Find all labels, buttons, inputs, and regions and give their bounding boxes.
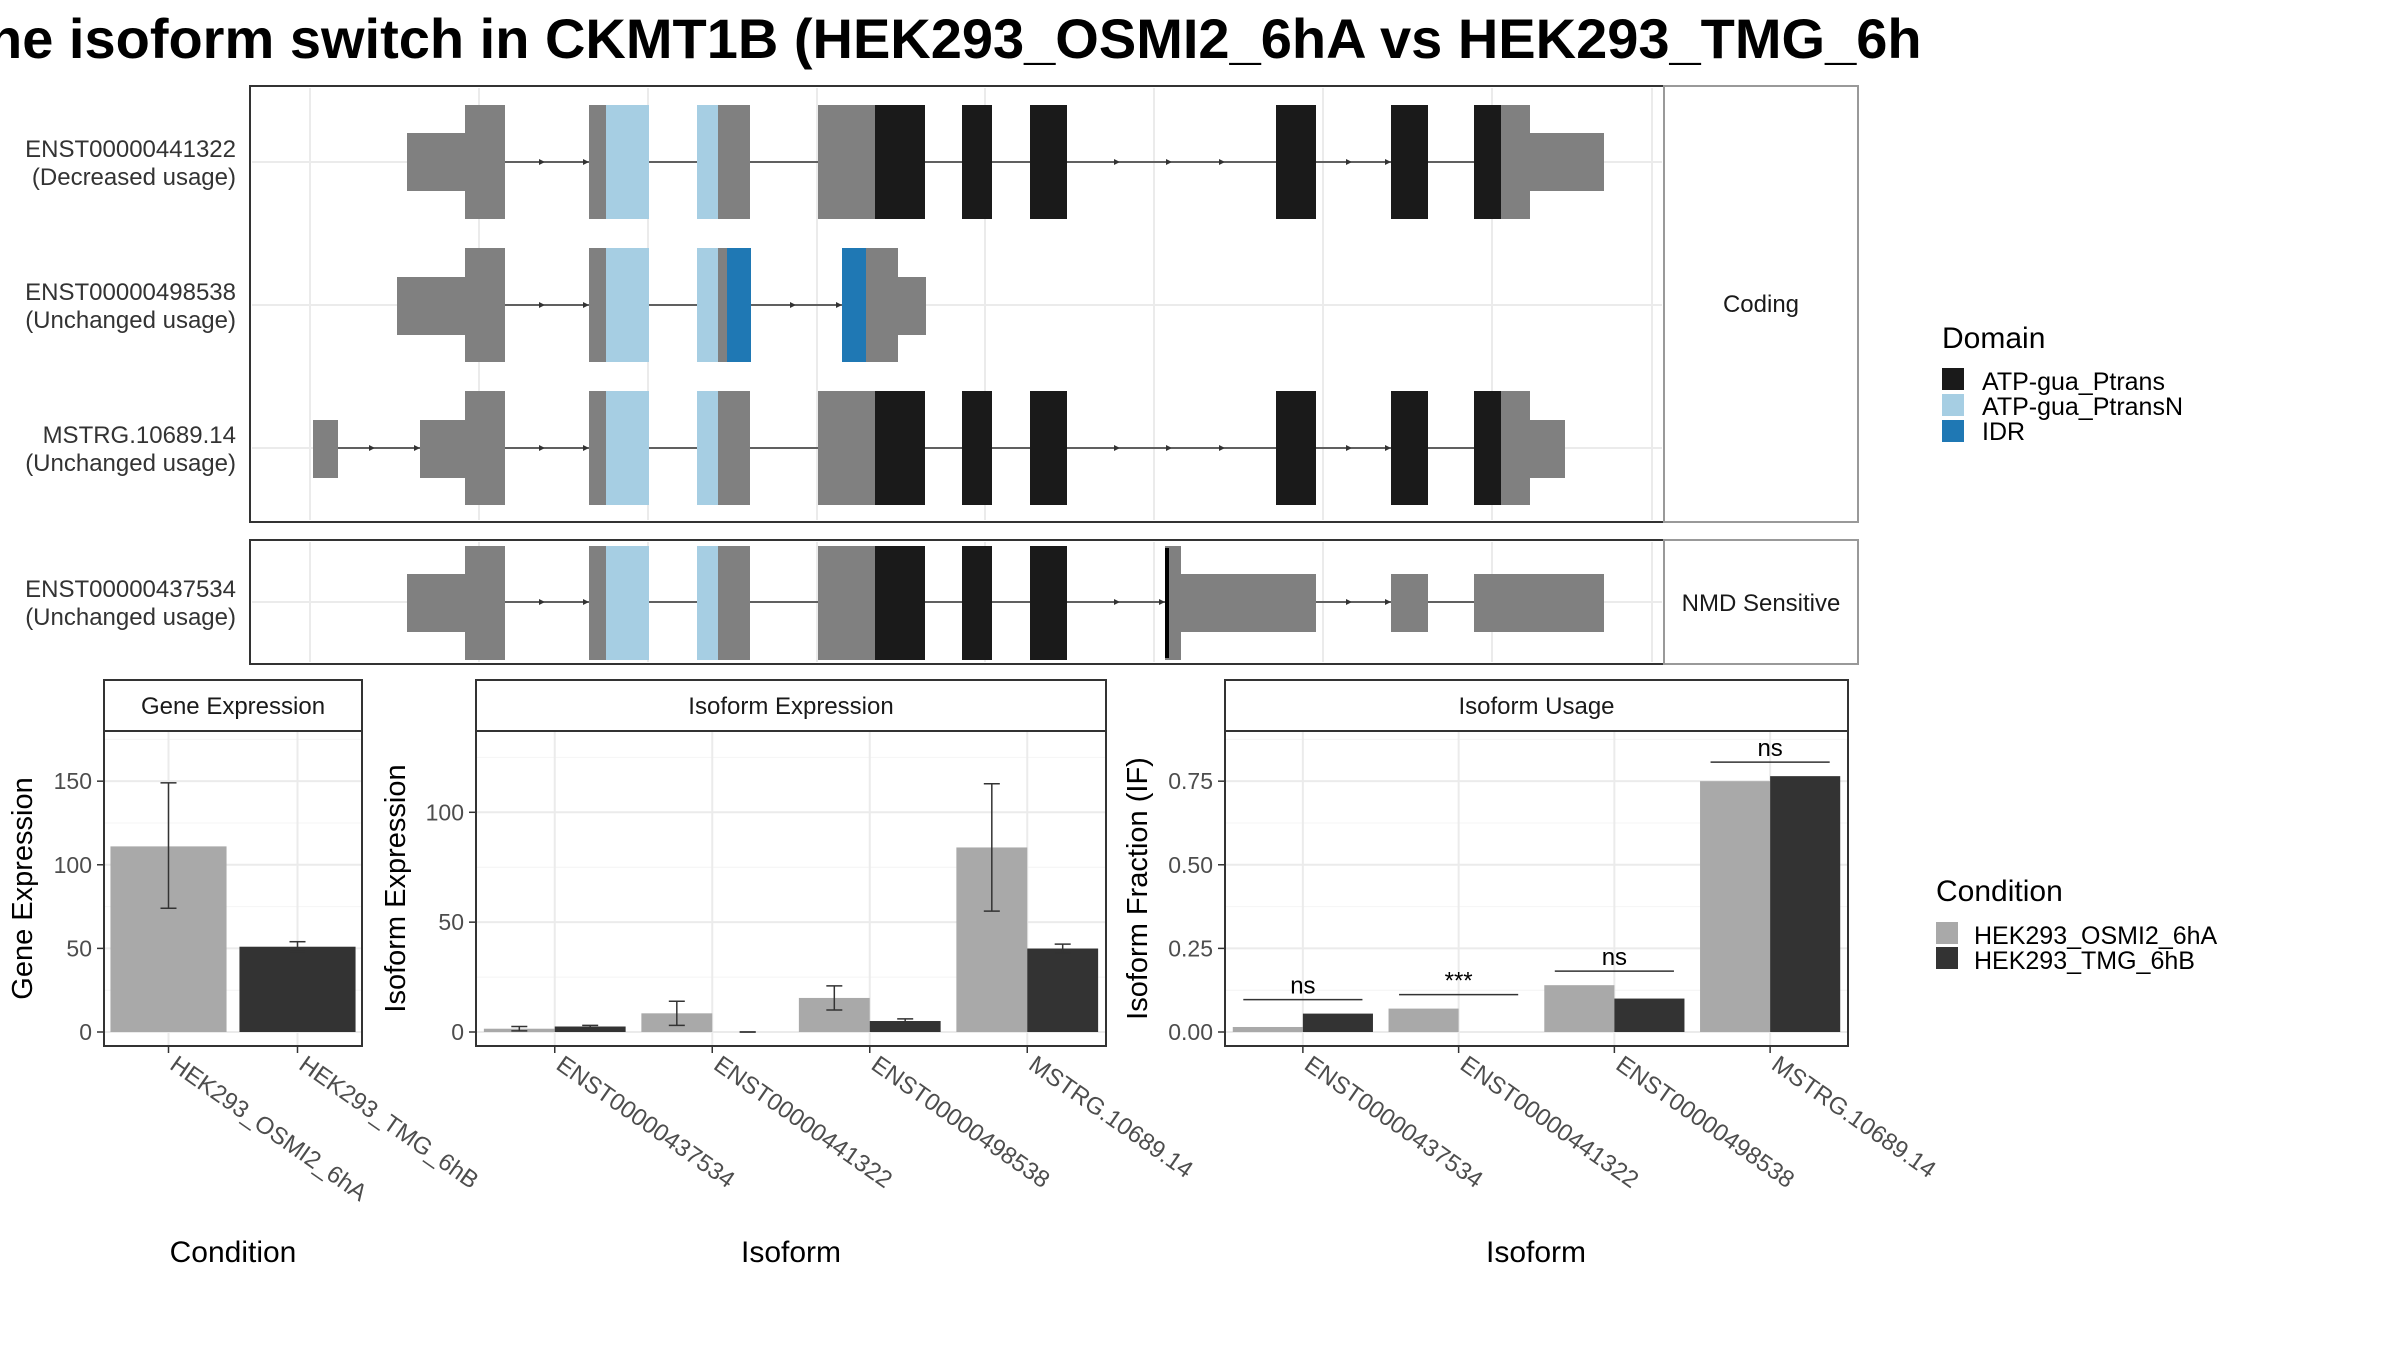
legend-label: ATP-gua_PtransN <box>1982 393 2183 421</box>
bar <box>1388 1008 1459 1032</box>
bar <box>1614 998 1685 1032</box>
figure-title: ne isoform switch in CKMT1B (HEK293_OSMI… <box>0 7 1922 70</box>
bar <box>554 1026 626 1032</box>
y-tick-label: 150 <box>54 768 92 794</box>
y-tick-label: 50 <box>66 935 92 961</box>
isoform-structure-panel: Coding NMD Sensitive ENST00000441322 (De… <box>25 85 1859 665</box>
transcript-labels: ENST00000441322 (Decreased usage) ENST00… <box>25 136 236 631</box>
bar <box>1302 1013 1373 1032</box>
y-tick-label: 0 <box>79 1019 92 1045</box>
plot-frame <box>475 730 1107 1047</box>
y-tick-label: 50 <box>438 909 464 935</box>
coding-facet-label: Coding <box>1723 291 1799 318</box>
intron-arrows <box>369 159 1391 605</box>
domain-legend: Domain ATP-gua_Ptrans ATP-gua_PtransN ID… <box>1942 322 2183 446</box>
transcript-usage: (Decreased usage) <box>32 164 236 191</box>
domain-legend-title: Domain <box>1942 322 2045 355</box>
panel-strip <box>1224 679 1849 732</box>
transcript-usage: (Unchanged usage) <box>25 450 236 477</box>
coding-facet-strip <box>1663 85 1859 523</box>
nmd-facet-label: NMD Sensitive <box>1682 590 1841 617</box>
bar <box>1232 1026 1303 1032</box>
transcript-id: ENST00000441322 <box>25 136 236 163</box>
legend-swatch <box>1942 368 1964 390</box>
transcript-id: ENST00000498538 <box>25 279 236 306</box>
x-tick-label: MSTRG.10689.14 <box>1767 1051 1941 1184</box>
legend-label: HEK293_TMG_6hB <box>1974 947 2195 975</box>
significance-label: ns <box>1290 973 1315 1000</box>
legend-label: ATP-gua_Ptrans <box>1982 368 2165 396</box>
bar <box>869 1021 941 1032</box>
significance-label: *** <box>1445 968 1473 995</box>
y-tick-label: 0.75 <box>1168 768 1213 794</box>
legend-swatch <box>1936 922 1958 944</box>
panel-strip <box>103 679 363 732</box>
significance-label: ns <box>1602 944 1627 971</box>
transcript-usage: (Unchanged usage) <box>25 604 236 631</box>
plot-frame <box>1224 730 1849 1047</box>
panel-strip-title: Isoform Expression <box>688 693 893 720</box>
gene-expression-chart: Gene Expression050100150HEK293_OSMI2_6hA… <box>7 679 483 1269</box>
bar <box>1770 776 1841 1032</box>
nmd-facet-strip <box>1663 539 1859 665</box>
x-axis-title: Isoform <box>741 1236 841 1269</box>
legend-label: HEK293_OSMI2_6hA <box>1974 922 2218 950</box>
x-axis-title: Condition <box>170 1236 297 1269</box>
panel-strip-title: Gene Expression <box>141 693 325 720</box>
y-tick-label: 0 <box>451 1019 464 1045</box>
plot-frame <box>103 730 363 1047</box>
y-tick-label: 0.25 <box>1168 935 1213 961</box>
y-axis-title: Isoform Fraction (IF) <box>1122 757 1154 1020</box>
y-tick-label: 0.50 <box>1168 852 1213 878</box>
bar <box>1027 948 1099 1032</box>
x-axis-title: Isoform <box>1486 1236 1586 1269</box>
y-tick-label: 100 <box>426 799 464 825</box>
y-axis-title: Isoform Expression <box>380 764 412 1012</box>
y-axis-title: Gene Expression <box>7 777 39 999</box>
panel-strip <box>475 679 1107 732</box>
transcript-track <box>407 105 1604 219</box>
bar <box>239 946 356 1032</box>
y-tick-label: 0.00 <box>1168 1019 1213 1045</box>
transcript-usage: (Unchanged usage) <box>25 307 236 334</box>
transcript-id: ENST00000437534 <box>25 576 236 603</box>
legend-label: IDR <box>1982 418 2025 446</box>
condition-legend-title: Condition <box>1936 875 2063 908</box>
legend-swatch <box>1942 420 1964 442</box>
bar <box>1700 781 1771 1032</box>
significance-label: ns <box>1757 735 1782 762</box>
isoform-expression-chart: Isoform Expression050100ENST00000437534E… <box>380 679 1198 1269</box>
transcript-track <box>407 546 1604 660</box>
transcript-id: MSTRG.10689.14 <box>43 422 236 449</box>
y-tick-label: 100 <box>54 852 92 878</box>
panel-strip-title: Isoform Usage <box>1458 693 1614 720</box>
legend-swatch <box>1936 947 1958 969</box>
condition-legend: Condition HEK293_OSMI2_6hA HEK293_TMG_6h… <box>1936 875 2218 975</box>
bar <box>1544 985 1615 1032</box>
x-tick-label: MSTRG.10689.14 <box>1024 1051 1198 1184</box>
legend-swatch <box>1942 394 1964 416</box>
transcript-track <box>313 391 1565 505</box>
